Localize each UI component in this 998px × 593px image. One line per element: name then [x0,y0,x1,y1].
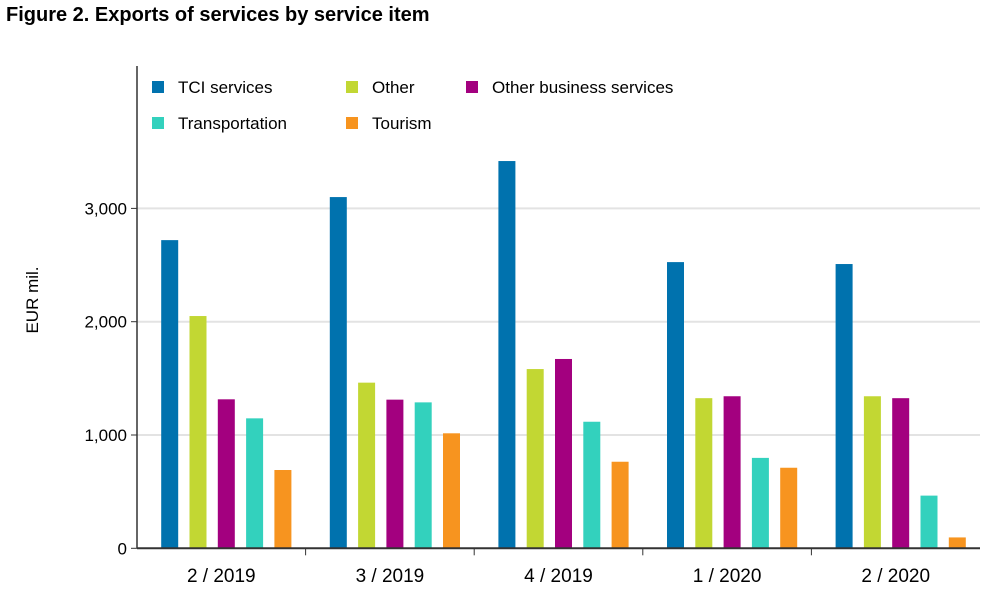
legend-swatch [346,117,358,129]
y-tick-label: 3,000 [84,199,127,218]
bar-other-business-services [555,358,572,549]
bar-other [189,316,207,549]
x-tick-label: 3 / 2019 [356,566,425,587]
bar-transportation [414,402,432,549]
x-tick-label: 2 / 2020 [861,566,930,587]
bar-tci-services [835,264,853,549]
legend-label: Transportation [178,114,287,133]
x-tick-label: 2 / 2019 [187,566,256,587]
legend-label: Tourism [372,114,432,133]
bar-transportation [246,418,264,549]
y-tick-label: 0 [118,539,127,558]
bar-tci-services [329,197,347,549]
bar-tci-services [667,262,684,549]
y-tick-label: 1,000 [84,426,127,445]
bar-other-business-services [892,398,910,549]
chart-title: Figure 2. Exports of services by service… [6,4,430,26]
legend-label: Other business services [492,78,673,97]
bar-other-business-services [723,396,741,549]
legend-swatch [152,117,164,129]
bar-other-business-services [217,399,235,549]
legend-swatch [346,81,358,93]
bar-tourism [611,461,629,549]
bar-other-business-services [386,399,404,549]
bar-tourism [443,433,460,549]
bar-other [695,398,713,549]
bar-tourism [948,537,966,549]
bar-transportation [920,495,938,549]
y-tick-label: 2,000 [84,313,127,332]
x-tick-label: 1 / 2020 [693,566,762,587]
bar-tci-services [498,161,516,549]
bar-tci-services [161,240,179,549]
legend-label: Other [372,78,415,97]
legend-swatch [152,81,164,93]
x-tick-label: 4 / 2019 [524,566,593,587]
bar-other [358,382,376,549]
y-axis-label: EUR mil. [23,266,42,333]
bar-transportation [583,421,601,549]
bar-other [526,369,544,549]
bar-other [863,396,881,549]
legend-label: TCI services [178,78,272,97]
bar-tourism [274,470,292,549]
bar-tourism [780,467,798,549]
bar-transportation [751,457,769,549]
legend-swatch [466,81,478,93]
